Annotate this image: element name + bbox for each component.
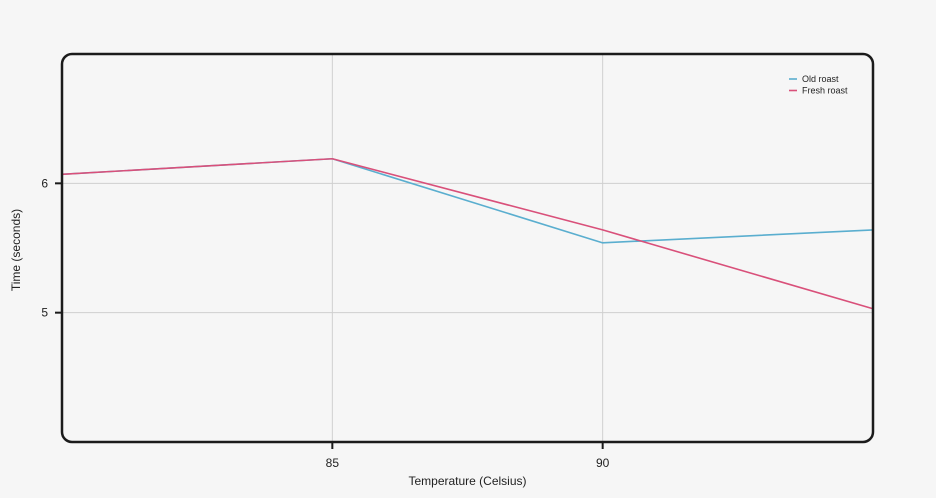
legend-label: Fresh roast xyxy=(802,86,848,96)
grid xyxy=(62,54,873,442)
legend-label: Old roast xyxy=(802,74,839,84)
series-group xyxy=(61,157,874,310)
x-axis-label: Temperature (Celsius) xyxy=(408,474,526,488)
y-axis-label: Time (seconds) xyxy=(9,209,23,291)
y-tick-label: 6 xyxy=(41,176,48,190)
ticks: 85 90 5 6 xyxy=(41,176,609,470)
x-tick-label: 90 xyxy=(596,456,610,470)
x-tick-label: 85 xyxy=(326,456,340,470)
y-tick-label: 5 xyxy=(41,306,48,320)
series-line-2 xyxy=(61,157,874,310)
legend: Old roast Fresh roast xyxy=(789,74,848,96)
plot-frame xyxy=(60,52,875,444)
series-line-1 xyxy=(61,157,874,244)
